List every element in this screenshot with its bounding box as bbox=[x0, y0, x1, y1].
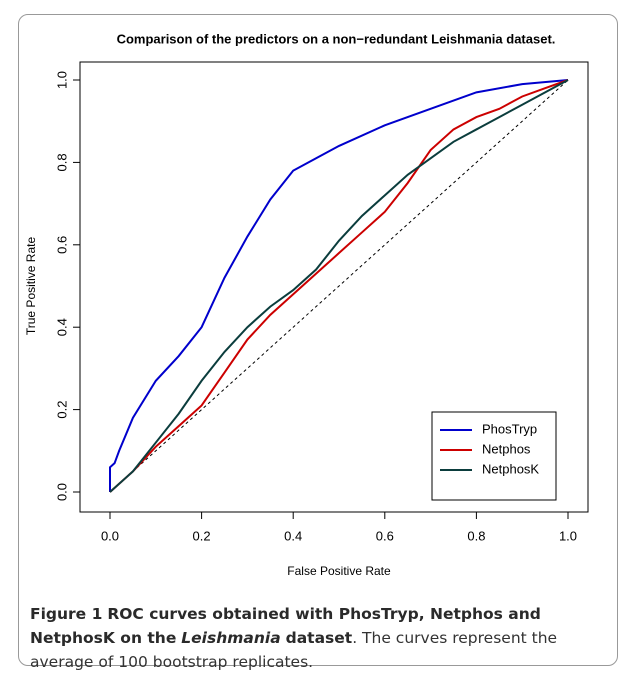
y-axis-label: True Positive Rate bbox=[24, 237, 38, 336]
chart: Comparison of the predictors on a non−re… bbox=[24, 31, 589, 578]
diagonal bbox=[109, 79, 569, 493]
roc-line bbox=[109, 79, 569, 493]
roc-line bbox=[109, 79, 569, 492]
caption: Figure 1 ROC curves obtained with PhosTr… bbox=[30, 602, 616, 674]
x-tick-label: 0.8 bbox=[467, 528, 485, 543]
y-tick-label: 0.2 bbox=[54, 401, 69, 419]
x-tick-label: 0.0 bbox=[101, 528, 119, 543]
roc-line bbox=[109, 79, 569, 493]
legend-label: Netphos bbox=[482, 441, 531, 456]
caption-bold: dataset bbox=[285, 629, 353, 647]
legend-box bbox=[431, 411, 557, 501]
legend-label: NetphosK bbox=[482, 461, 539, 476]
caption-bold: ROC curves obtained with PhosTryp, Netph… bbox=[30, 605, 541, 647]
x-tick-label: 0.2 bbox=[193, 528, 211, 543]
y-tick-label: 0.8 bbox=[54, 153, 69, 171]
x-axis-label: False Positive Rate bbox=[287, 564, 391, 578]
y-tick-label: 0.6 bbox=[54, 236, 69, 254]
y-tick-label: 1.0 bbox=[54, 71, 69, 89]
figure-frame bbox=[18, 14, 618, 666]
y-tick-label: 0.0 bbox=[54, 483, 69, 501]
caption-label: Figure 1 bbox=[30, 605, 103, 623]
x-tick-label: 0.4 bbox=[284, 528, 302, 543]
x-tick-label: 0.6 bbox=[376, 528, 394, 543]
caption-text: . The curves represent the average of 10… bbox=[30, 629, 558, 671]
caption-italic: Leishmania bbox=[181, 629, 281, 647]
x-tick-label: 1.0 bbox=[559, 528, 577, 543]
plot-frame bbox=[79, 61, 589, 513]
legend-label: PhosTryp bbox=[482, 421, 537, 436]
y-tick-label: 0.4 bbox=[54, 318, 69, 336]
chart-title: Comparison of the predictors on a non−re… bbox=[117, 31, 556, 46]
